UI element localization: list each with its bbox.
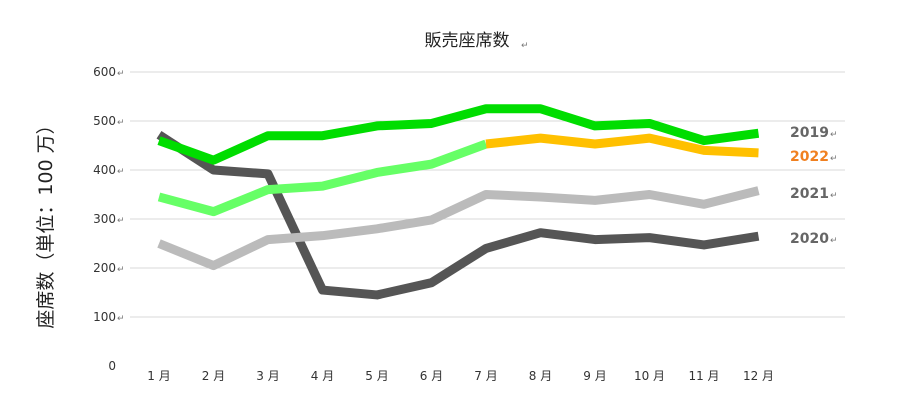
series-label-2021: 2021: [790, 186, 829, 202]
y-axis-label: 座席数（単位：100 万）: [35, 115, 57, 328]
return-glyph: ↵: [830, 191, 838, 201]
return-glyph: ↵: [830, 130, 838, 140]
series-labels: 2019 ↵2022 ↵2021 ↵2020 ↵: [790, 125, 838, 247]
series-lines: [159, 109, 759, 295]
y-tick-label: 600: [93, 65, 116, 79]
y-tick-label: 0: [108, 359, 116, 373]
x-tick-label: 1 月: [147, 369, 170, 383]
y-tick-label: 500: [93, 114, 116, 128]
series-label-2020: 2020: [790, 231, 829, 247]
return-glyph: ↵: [117, 167, 125, 177]
return-glyph: ↵: [830, 154, 838, 164]
x-tick-label: 3 月: [256, 369, 279, 383]
x-tick-label: 9 月: [583, 369, 606, 383]
return-glyph: ↵: [830, 236, 838, 246]
return-glyph: ↵: [117, 118, 125, 128]
x-tick-label: 7 月: [474, 369, 497, 383]
return-glyph: ↵: [117, 314, 125, 324]
x-axis-ticks: 1 月 2 月 3 月 4 月 5 月 6 月 7 月 8 月 9 月 10 月 11 月 12 月: [147, 369, 774, 383]
return-glyph: ↵: [117, 216, 125, 226]
series-label-2019: 2019: [790, 125, 829, 141]
x-tick-label: 8 月: [529, 369, 552, 383]
return-glyph: ↵: [117, 69, 125, 79]
x-tick-label: 4 月: [311, 369, 334, 383]
y-tick-label: 100: [93, 310, 116, 324]
chart-title: 販売座席数: [425, 31, 510, 51]
y-tick-label: 400: [93, 163, 116, 177]
y-tick-label: 200: [93, 261, 116, 275]
x-tick-label: 5 月: [365, 369, 388, 383]
x-tick-label: 10 月: [634, 369, 665, 383]
series-label-2022: 2022: [790, 149, 829, 165]
y-tick-label: 300: [93, 212, 116, 226]
title-return-glyph: ↵: [521, 41, 529, 51]
return-glyph: ↵: [117, 265, 125, 275]
x-tick-label: 11 月: [688, 369, 719, 383]
x-tick-label: 2 月: [202, 369, 225, 383]
x-tick-label: 6 月: [420, 369, 443, 383]
x-tick-label: 12 月: [743, 369, 774, 383]
